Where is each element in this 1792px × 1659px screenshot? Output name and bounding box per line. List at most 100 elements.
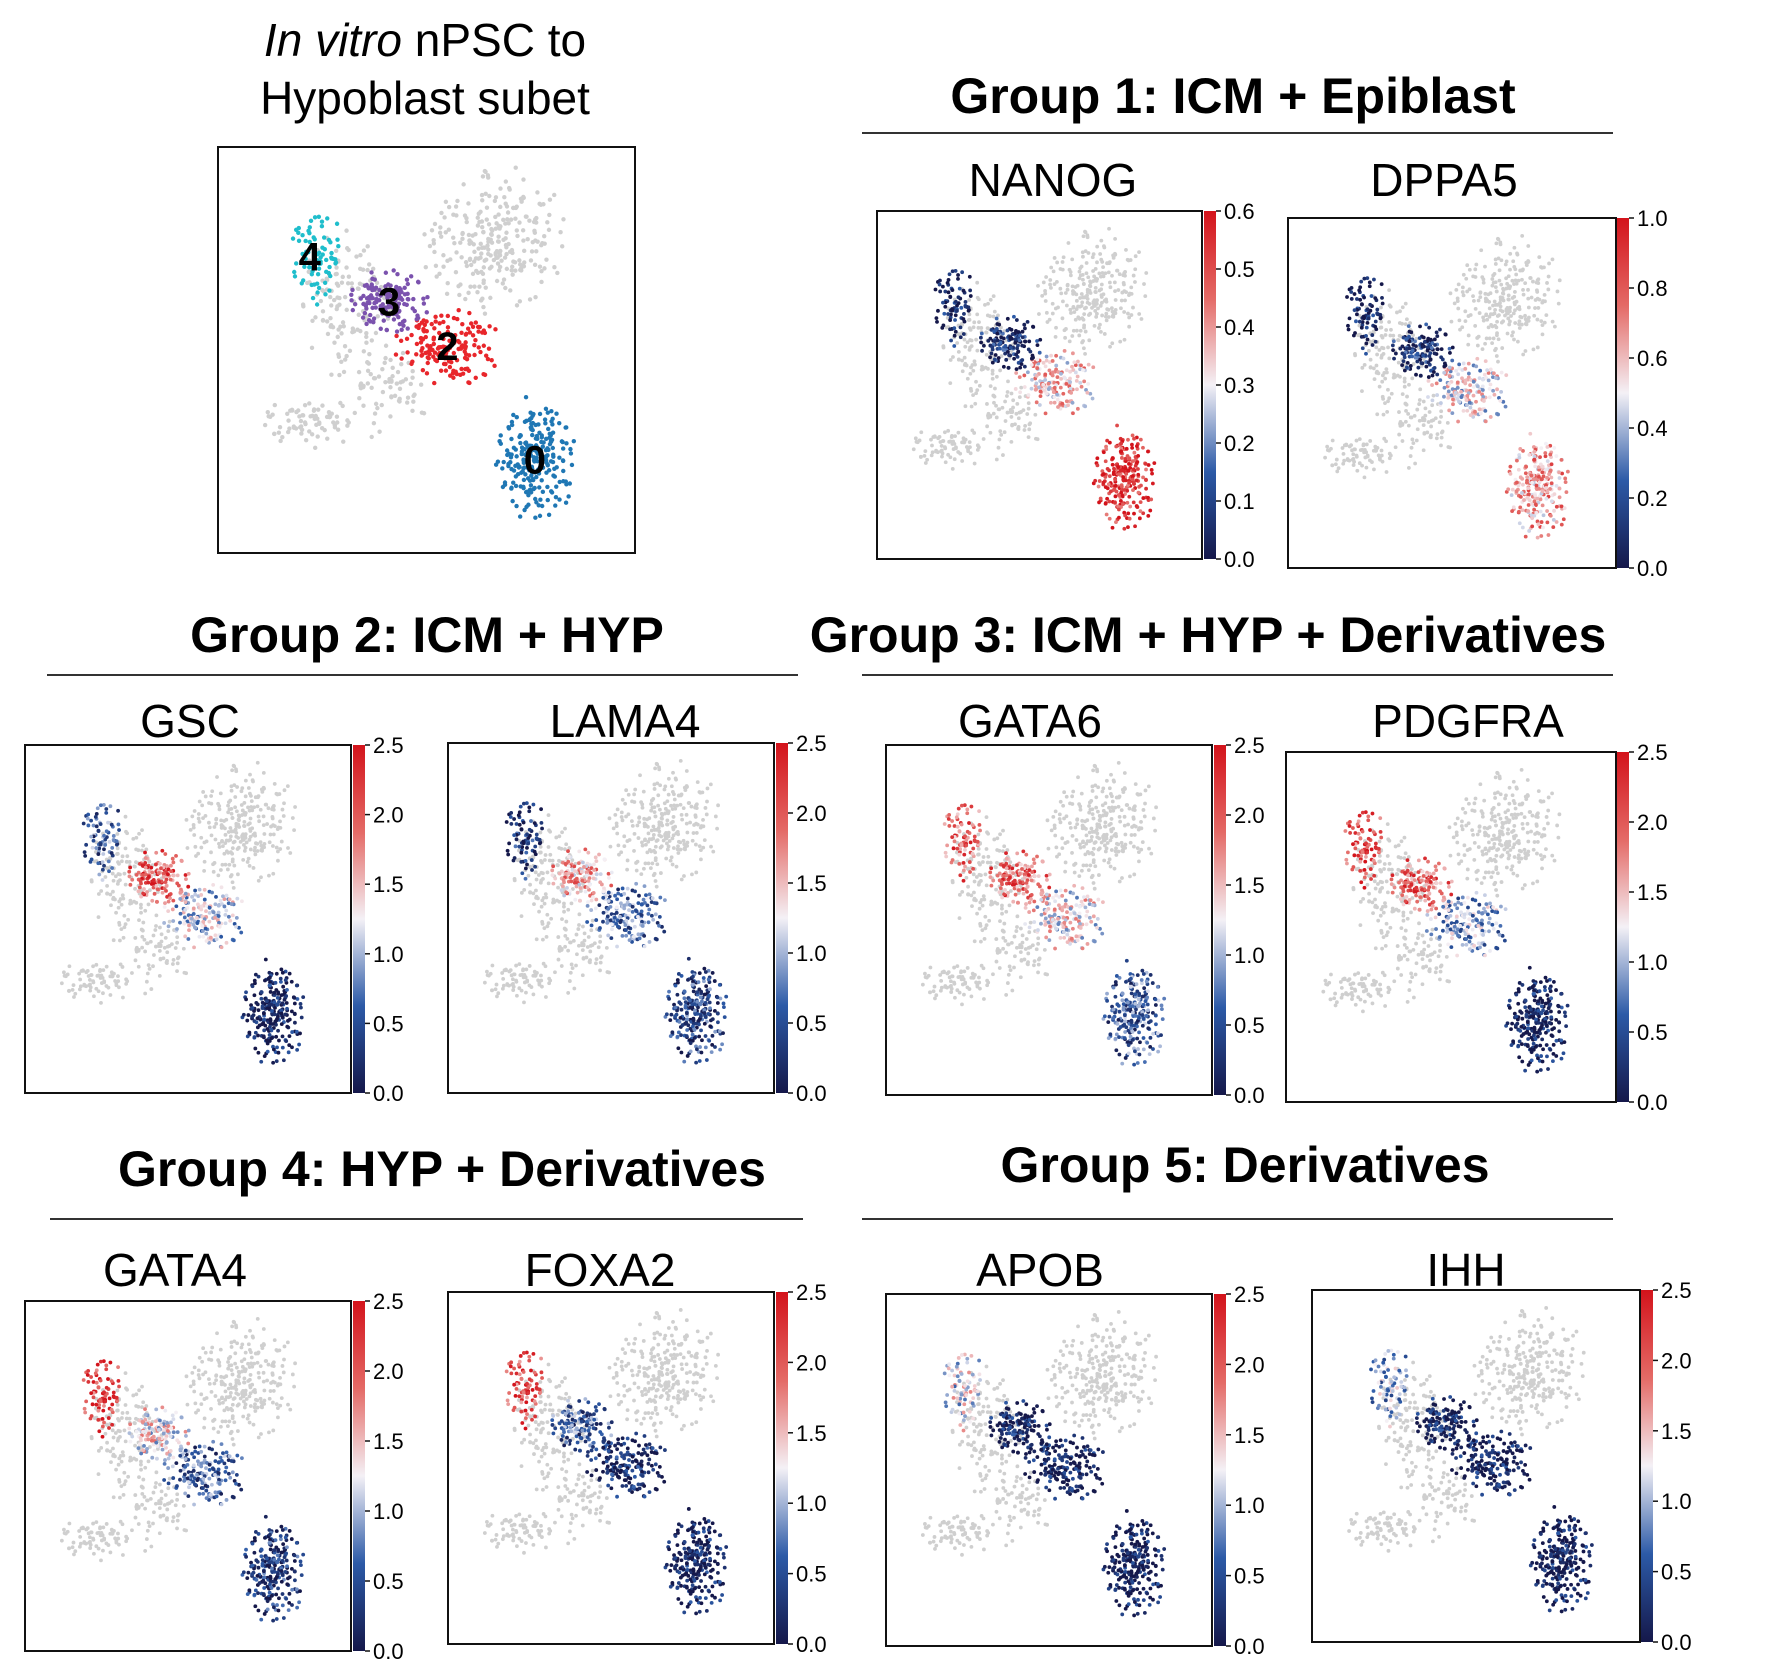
cluster-4-cell [314, 302, 320, 307]
expressing-cell [287, 1043, 292, 1048]
cluster-0-cell [542, 417, 548, 422]
background-cell [1096, 306, 1100, 311]
expressing-cell [1012, 314, 1016, 319]
cluster-4-cell [326, 237, 332, 243]
cluster-0-cell [545, 484, 550, 490]
background-cell [191, 823, 196, 827]
cluster-3-cell [394, 329, 400, 334]
expressing-cell [292, 1012, 297, 1016]
background-cell [1005, 394, 1009, 398]
expressing-cell [1540, 464, 1545, 469]
background-cell [501, 217, 506, 223]
expressing-cell [1410, 348, 1415, 353]
background-cell [668, 858, 673, 863]
background-cell [1139, 317, 1144, 321]
background-cell [672, 803, 677, 808]
expressing-cell [963, 300, 968, 304]
background-cell [249, 805, 254, 809]
background-cell [1119, 306, 1123, 311]
cluster-2-cell [432, 380, 437, 386]
overview-title-italic: In vitro [264, 14, 402, 66]
background-cell [125, 854, 130, 859]
expressing-cell [1368, 302, 1373, 307]
expressing-cell [262, 1028, 267, 1033]
expressing-cell [1360, 302, 1364, 307]
expressing-cell [224, 908, 229, 913]
background-cell [1137, 250, 1141, 255]
background-cell [1373, 444, 1378, 449]
cluster-0-cell [534, 500, 539, 505]
cluster-3-cell [385, 312, 390, 318]
background-cell [699, 824, 704, 828]
background-cell [293, 805, 297, 809]
background-cell [1379, 320, 1384, 324]
background-cell [666, 830, 671, 835]
background-cell [294, 409, 299, 415]
background-cell [1464, 276, 1469, 281]
expressing-cell [223, 912, 228, 917]
expressing-cell [945, 280, 950, 285]
expressing-cell [1017, 338, 1022, 343]
cluster-2-cell [394, 333, 399, 339]
background-cell [299, 431, 304, 436]
expressing-cell [1431, 370, 1436, 374]
background-cell [1350, 457, 1355, 462]
background-cell [975, 280, 980, 285]
expressing-cell [279, 967, 284, 972]
background-cell [504, 251, 509, 257]
background-cell [227, 807, 232, 812]
background-cell [1129, 313, 1134, 317]
background-cell [1081, 234, 1086, 239]
cluster-0-cell [546, 512, 552, 517]
background-cell [1095, 311, 1099, 316]
background-cell [988, 384, 993, 389]
background-cell [1084, 261, 1089, 265]
background-cell [688, 820, 692, 825]
background-cell [1408, 454, 1413, 458]
cluster-4-cell [322, 280, 328, 285]
cluster-3-cell [399, 327, 404, 332]
background-cell [234, 824, 239, 829]
background-cell [1075, 283, 1080, 288]
background-cell [140, 927, 144, 932]
background-cell [423, 265, 428, 270]
expressing-cell [1038, 389, 1043, 394]
background-cell [546, 845, 551, 849]
background-cell [334, 306, 339, 312]
cluster-3-cell [360, 315, 366, 320]
cluster-0-cell [571, 438, 577, 444]
expressing-cell [1439, 355, 1444, 360]
expressing-cell [1464, 398, 1469, 403]
expressing-cell [1005, 328, 1010, 333]
background-cell [1109, 306, 1114, 311]
expressing-cell [935, 319, 939, 324]
background-cell [1103, 271, 1108, 276]
background-cell [262, 832, 267, 836]
expressing-cell [204, 909, 208, 914]
expressing-cell [200, 924, 205, 928]
expressing-cell [1038, 337, 1043, 342]
background-cell [1097, 271, 1102, 276]
expressing-cell [1022, 385, 1027, 389]
background-cell [542, 233, 547, 239]
background-cell [371, 266, 376, 272]
background-cell [1370, 460, 1374, 464]
cluster-4-cell [329, 256, 334, 261]
background-cell [498, 248, 503, 254]
expressing-cell [100, 867, 105, 872]
expressing-cell [211, 910, 216, 915]
expressing-cell [1083, 404, 1088, 409]
expressing-cell [1430, 383, 1434, 387]
expression-points-nanog [911, 226, 1157, 531]
background-cell [1122, 282, 1126, 287]
cluster-0-cell [532, 470, 538, 475]
background-cell [117, 899, 122, 904]
background-cell [1389, 391, 1394, 396]
expressing-cell [1035, 366, 1040, 371]
background-cell [339, 280, 345, 285]
background-cell [649, 802, 653, 806]
expressing-cell [214, 894, 218, 899]
background-cell [1460, 290, 1465, 294]
background-cell [629, 819, 634, 824]
background-cell [1471, 274, 1476, 279]
